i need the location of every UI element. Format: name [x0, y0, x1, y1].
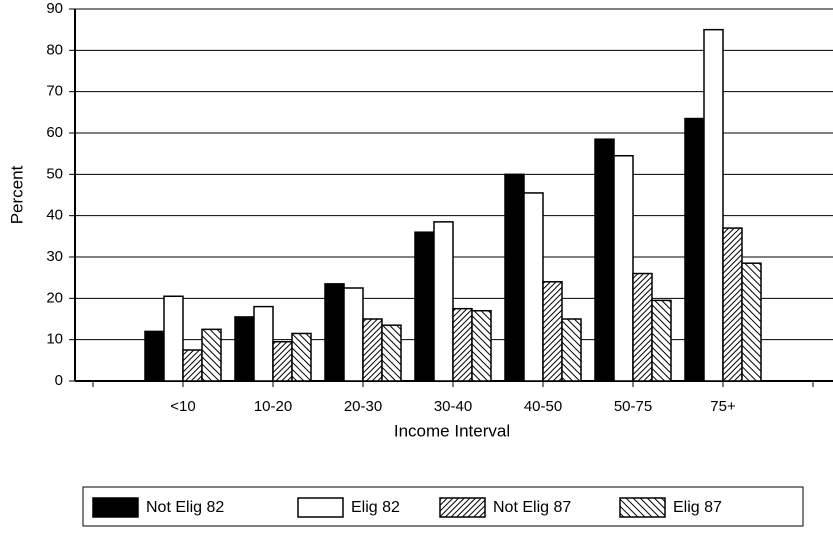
- bar: [632, 272, 653, 382]
- bar: [163, 295, 184, 382]
- bar: [324, 283, 345, 382]
- legend-label: Elig 82: [351, 499, 400, 516]
- y-tick-label: 90: [46, 0, 63, 17]
- bar: [144, 330, 165, 382]
- bar: [362, 318, 383, 382]
- bar: [381, 324, 402, 382]
- y-tick-label: 70: [46, 83, 63, 100]
- bar: [722, 227, 743, 382]
- y-tick-label: 50: [46, 165, 63, 182]
- legend-label: Elig 87: [673, 499, 722, 516]
- x-tick-label: 75+: [710, 398, 736, 415]
- legend-swatch: [297, 497, 344, 518]
- x-tick-label: 40-50: [524, 398, 562, 415]
- y-axis-label: Percent: [7, 165, 26, 224]
- bar: [182, 349, 203, 382]
- y-tick-label: 30: [46, 248, 63, 265]
- bar: [234, 316, 255, 382]
- bar: [433, 221, 454, 382]
- bar: [504, 173, 525, 382]
- legend-box: [82, 486, 804, 527]
- bar: [452, 307, 473, 382]
- y-tick-label: 20: [46, 289, 63, 306]
- bar: [272, 340, 293, 382]
- bar: [291, 332, 312, 382]
- y-tick-label: 80: [46, 41, 63, 58]
- y-tick-label: 40: [46, 207, 63, 224]
- legend-label: Not Elig 87: [493, 499, 571, 516]
- legend-swatch: [439, 497, 486, 518]
- bar: [561, 318, 582, 382]
- bar: [253, 305, 274, 382]
- bar: [594, 138, 615, 382]
- bar: [741, 262, 762, 382]
- x-tick-label: 20-30: [344, 398, 382, 415]
- x-tick-label: 30-40: [434, 398, 472, 415]
- y-tick-label: 60: [46, 124, 63, 141]
- bar: [471, 309, 492, 382]
- bar: [542, 281, 563, 382]
- bar: [343, 287, 364, 382]
- y-tick-label: 10: [46, 331, 63, 348]
- x-axis-label: Income Interval: [394, 421, 510, 440]
- bar: [613, 154, 634, 382]
- bar: [201, 328, 222, 382]
- bar: [414, 231, 435, 382]
- bar: [523, 192, 544, 382]
- legend-swatch: [92, 497, 139, 518]
- x-tick-label: 10-20: [254, 398, 292, 415]
- bar: [703, 28, 724, 382]
- bar: [651, 299, 672, 382]
- y-tick-label: 0: [55, 372, 63, 389]
- x-tick-label: 50-75: [614, 398, 652, 415]
- bar: [684, 117, 705, 382]
- legend-swatch: [619, 497, 666, 518]
- legend-label: Not Elig 82: [146, 499, 224, 516]
- x-tick-label: <10: [170, 398, 195, 415]
